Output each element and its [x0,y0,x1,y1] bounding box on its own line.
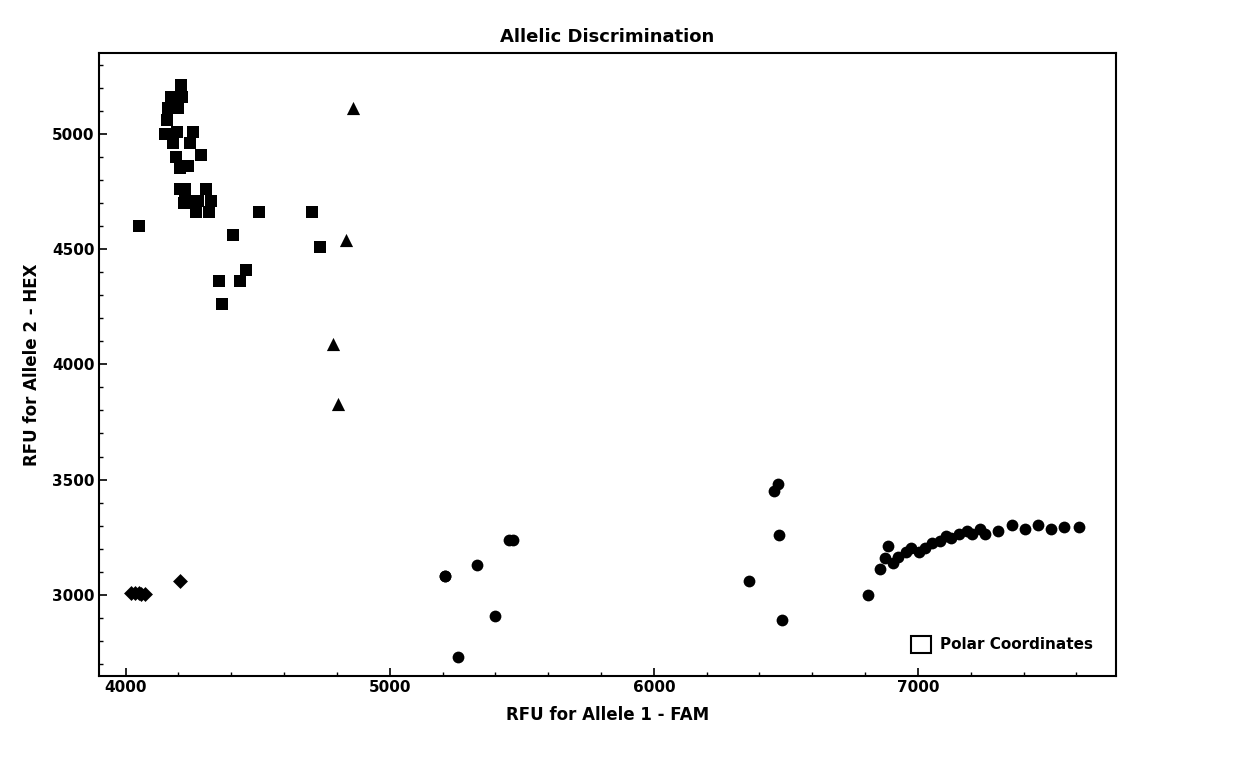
Point [901,541,921,553]
Point [909,546,929,559]
Point [156,114,176,126]
Point [175,194,195,206]
Point [936,530,956,542]
Point [129,220,149,232]
Point [858,589,878,601]
Point [177,194,197,206]
Point [171,80,191,92]
Point [962,528,982,540]
Title: Allelic Discrimination: Allelic Discrimination [501,28,714,46]
Point [773,614,792,626]
Point [1002,518,1022,531]
Point [161,91,181,103]
Point [949,528,968,540]
Point [231,276,250,288]
Point [923,537,942,549]
Point [155,128,175,140]
Point [129,587,149,599]
Point [1016,523,1035,535]
Point [957,525,977,537]
Point [249,206,269,219]
Point [169,102,188,115]
Point [212,298,232,310]
Y-axis label: RFU for Allele 2 - HEX: RFU for Allele 2 - HEX [22,263,41,465]
Point [342,102,362,115]
X-axis label: RFU for Allele 1 - FAM: RFU for Allele 1 - FAM [506,707,709,725]
Point [122,587,141,599]
Point [970,523,990,535]
Point [196,183,216,195]
Point [768,478,787,490]
Point [184,125,203,137]
Point [175,183,195,195]
Legend: Polar Coordinates: Polar Coordinates [895,621,1109,668]
Point [1042,523,1061,535]
Point [166,151,186,163]
Point [435,570,455,582]
Point [172,91,192,103]
Point [875,552,895,564]
Point [172,160,192,172]
Polygon shape [1141,29,1208,93]
Point [1028,518,1048,531]
Point [764,485,784,497]
Point [188,194,208,206]
Point [202,194,222,206]
Point [739,575,759,587]
Point [336,234,356,246]
Point [164,137,184,149]
Point [988,525,1008,537]
Point [125,587,145,599]
Point [310,241,330,253]
Point [915,541,935,553]
Point [1054,521,1074,533]
Point [223,229,243,241]
Point [883,556,903,568]
Point [174,197,193,209]
Point [191,149,211,161]
Point [449,651,469,663]
Point [170,162,190,175]
Point [135,587,155,600]
Point [131,587,151,600]
Point [180,137,200,149]
Point [897,546,916,559]
Point [198,206,218,219]
Point [177,160,197,172]
Point [888,551,908,563]
Point [157,102,177,115]
Point [485,609,505,622]
Point [1069,521,1089,533]
Point [322,338,342,350]
Point [186,206,206,219]
Point [878,540,898,553]
Point [976,528,996,540]
Point [210,276,229,288]
Point [167,125,187,137]
Point [236,263,255,276]
Point [769,529,789,541]
Circle shape [1174,26,1204,55]
Point [435,570,455,582]
Point [170,575,190,587]
Point [301,206,321,219]
Point [498,534,518,546]
Point [502,534,522,546]
Point [329,398,348,410]
Point [869,563,889,575]
Point [941,532,961,544]
Point [467,559,487,571]
Point [930,534,950,546]
Point [170,183,190,195]
